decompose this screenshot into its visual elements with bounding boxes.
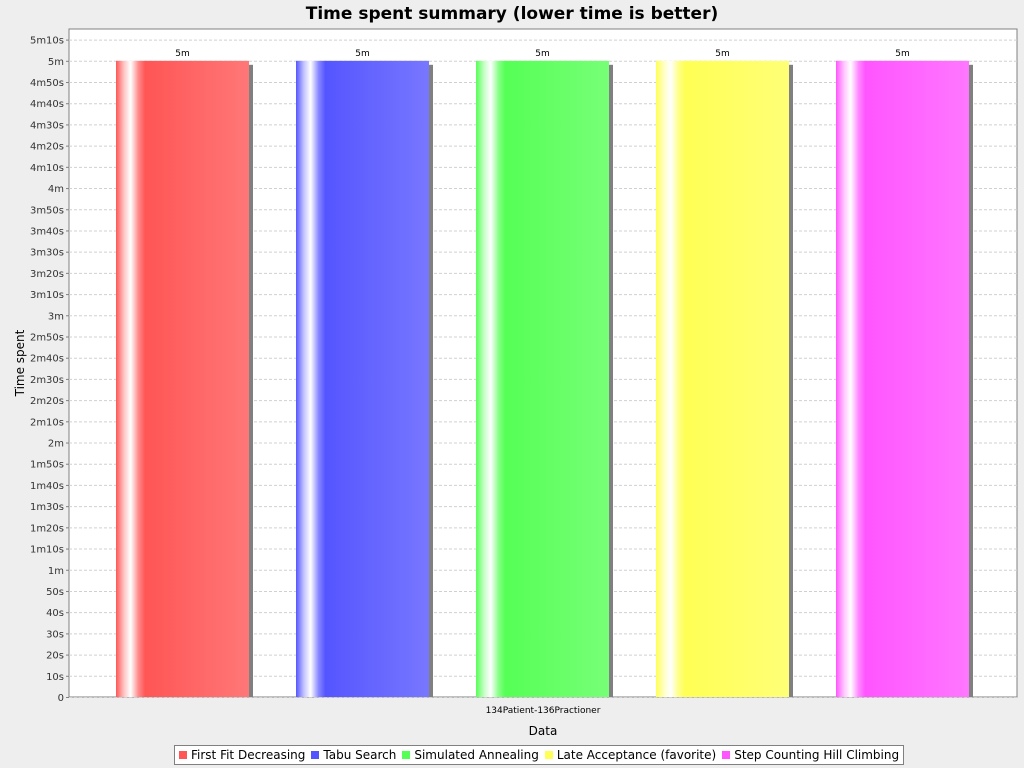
y-tick-label: 1m10s [30, 545, 64, 556]
y-tick-label: 1m20s [30, 523, 64, 534]
y-tick-label: 0 [58, 693, 64, 704]
y-tick-label: 10s [46, 672, 64, 683]
y-tick-label: 3m20s [30, 269, 64, 280]
y-tick-label: 5m [48, 57, 64, 68]
y-tick-label: 2m50s [30, 332, 64, 343]
y-tick-label: 1m30s [30, 502, 64, 513]
y-tick-label: 2m30s [30, 375, 64, 386]
legend-item: First Fit Decreasing [179, 748, 305, 762]
bar-value-label: 5m [355, 49, 370, 59]
y-tick-label: 4m [48, 184, 64, 195]
bar-step-counting-hill-climbing [836, 60, 969, 698]
bars: 5m 5m 5m 5m 5m [116, 49, 973, 698]
bar-value-label: 5m [535, 49, 550, 59]
legend-swatch [311, 751, 320, 759]
x-axis-label: Data [529, 724, 558, 738]
y-tick-label: 1m [48, 566, 64, 577]
y-axis-ticks: 0 10s 20s 30s 40s 50s 1m 1m10s 1m20s 1m30s 1m40s 1m… [30, 36, 69, 704]
bar-first-fit-decreasing [116, 60, 249, 698]
legend-swatch [179, 751, 187, 759]
legend-label: Step Counting Hill Climbing [734, 748, 900, 762]
bar-value-label: 5m [895, 49, 910, 59]
legend-swatch [722, 751, 731, 759]
y-tick-label: 1m40s [30, 481, 64, 492]
y-tick-label: 40s [46, 608, 64, 619]
y-tick-label: 4m10s [30, 163, 64, 174]
time-spent-chart: Time spent summary (lower time is better… [13, 4, 1018, 738]
y-tick-label: 3m40s [30, 226, 64, 237]
y-tick-label: 3m30s [30, 248, 64, 259]
legend-item: Simulated Annealing [402, 748, 539, 762]
chart-legend: First Fit Decreasing Tabu Search Simulated… [174, 745, 905, 765]
y-tick-label: 3m50s [30, 205, 64, 216]
y-tick-label: 2m20s [30, 396, 64, 407]
y-tick-label: 1m50s [30, 460, 64, 471]
bar-value-label: 5m [175, 49, 190, 59]
y-tick-label: 5m10s [30, 36, 64, 47]
legend-swatch [544, 751, 553, 759]
legend-item: Step Counting Hill Climbing [722, 748, 899, 762]
y-tick-label: 30s [46, 629, 64, 640]
y-axis-label: Time spent [13, 329, 27, 397]
y-tick-label: 50s [46, 587, 64, 598]
y-tick-label: 4m50s [30, 78, 64, 89]
legend-label: Late Acceptance (favorite) [556, 748, 717, 762]
y-tick-label: 4m20s [30, 142, 64, 153]
legend-label: First Fit Decreasing [191, 748, 306, 762]
x-category-label: 134Patient-136Practioner [486, 706, 601, 716]
y-tick-label: 4m30s [30, 120, 64, 131]
chart-title: Time spent summary (lower time is better… [306, 4, 718, 24]
legend-label: Simulated Annealing [414, 748, 539, 762]
bar-value-label: 5m [715, 49, 730, 59]
legend-label: Tabu Search [323, 748, 397, 762]
bar-simulated-annealing [476, 60, 609, 698]
bar-late-acceptance-favorite [656, 60, 789, 698]
y-tick-label: 2m [48, 439, 64, 450]
y-tick-label: 3m [48, 311, 64, 322]
legend-item: Late Acceptance (favorite) [544, 748, 717, 762]
y-tick-label: 20s [46, 651, 64, 662]
legend-item: Tabu Search [311, 748, 396, 762]
y-tick-label: 2m10s [30, 417, 64, 428]
y-tick-label: 2m40s [30, 354, 64, 365]
y-tick-label: 4m40s [30, 99, 64, 110]
legend-swatch [402, 751, 411, 759]
bar-tabu-search [296, 60, 429, 698]
y-tick-label: 3m10s [30, 290, 64, 301]
